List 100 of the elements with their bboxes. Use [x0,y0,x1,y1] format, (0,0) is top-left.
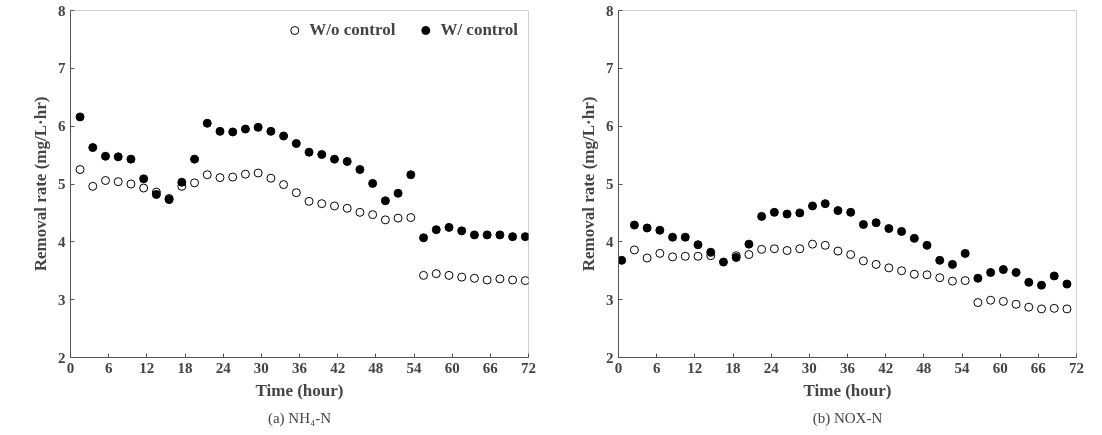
point [642,253,652,263]
point [393,213,403,223]
x-tick-label: 0 [66,359,75,376]
point [495,274,505,284]
point [668,252,678,262]
x-tick-label: 30 [801,359,817,376]
point [858,219,868,229]
x-axis-title: Time (hour) [255,380,344,400]
point [1062,279,1072,289]
point [947,276,957,286]
point [1011,267,1021,277]
point [355,165,365,175]
point [75,112,85,122]
point [618,255,627,265]
point [419,270,429,280]
y-tick-label: 2 [606,349,614,366]
point [304,196,314,206]
point [190,154,200,164]
x-axis-title: Time (hour) [803,380,892,400]
point [393,188,403,198]
x-tick-label: 36 [292,359,308,376]
point [973,273,983,283]
y-tick-label: 4 [606,233,614,250]
point [368,210,378,220]
x-tick-label: 60 [444,359,460,376]
x-tick-label: 54 [406,359,422,376]
point [629,220,639,230]
point [884,224,894,234]
point [922,270,932,280]
point [228,127,238,137]
point [253,122,263,132]
point [482,275,492,285]
point [100,176,110,186]
point [960,248,970,258]
point [1024,302,1034,312]
point [355,207,365,217]
point [431,225,441,235]
point [469,273,479,283]
point [629,245,639,255]
point [126,179,136,189]
point [897,266,907,276]
point [833,206,843,216]
point [419,233,429,243]
point [846,250,856,260]
point [833,246,843,256]
x-tick-label: 30 [253,359,269,376]
point [329,201,339,211]
point [909,269,919,279]
point [884,263,894,273]
x-tick-label: 12 [687,359,703,376]
point [113,177,123,187]
point [947,259,957,269]
x-tick-label: 24 [763,359,780,376]
point [266,126,276,136]
point [228,172,238,182]
point [1011,299,1021,309]
point [126,154,136,164]
x-tick-label: 36 [840,359,856,376]
point [642,223,652,233]
legend-label: W/ control [440,20,518,40]
point [935,273,945,283]
point [744,239,754,249]
point [909,233,919,243]
point [808,239,818,249]
point [457,272,467,282]
point [100,151,110,161]
point [1062,304,1072,314]
point [520,276,529,286]
point [139,183,149,193]
x-tick-label: 48 [916,359,932,376]
x-tick-label: 48 [368,359,384,376]
point [279,131,289,141]
point [973,298,983,308]
point [508,275,518,285]
point [406,213,416,223]
legend-label: W/o control [309,20,396,40]
point [444,222,454,232]
point [113,152,123,162]
y-tick-label: 8 [606,2,614,19]
x-tick-label: 54 [954,359,970,376]
x-tick-label: 12 [139,359,155,376]
point [871,259,881,269]
x-tick-label: 72 [521,359,536,376]
point [858,256,868,266]
point [693,240,703,250]
point [482,230,492,240]
point [342,203,352,213]
point [668,232,678,242]
point [769,207,779,217]
x-tick-label: 18 [177,359,193,376]
point [986,267,996,277]
point [342,156,352,166]
point [693,251,703,261]
y-tick-label: 5 [58,176,66,192]
y-tick-label: 8 [58,2,66,19]
y-tick-label: 3 [606,291,614,308]
point [960,276,970,286]
point [871,218,881,228]
point [495,230,505,240]
point [406,170,416,180]
